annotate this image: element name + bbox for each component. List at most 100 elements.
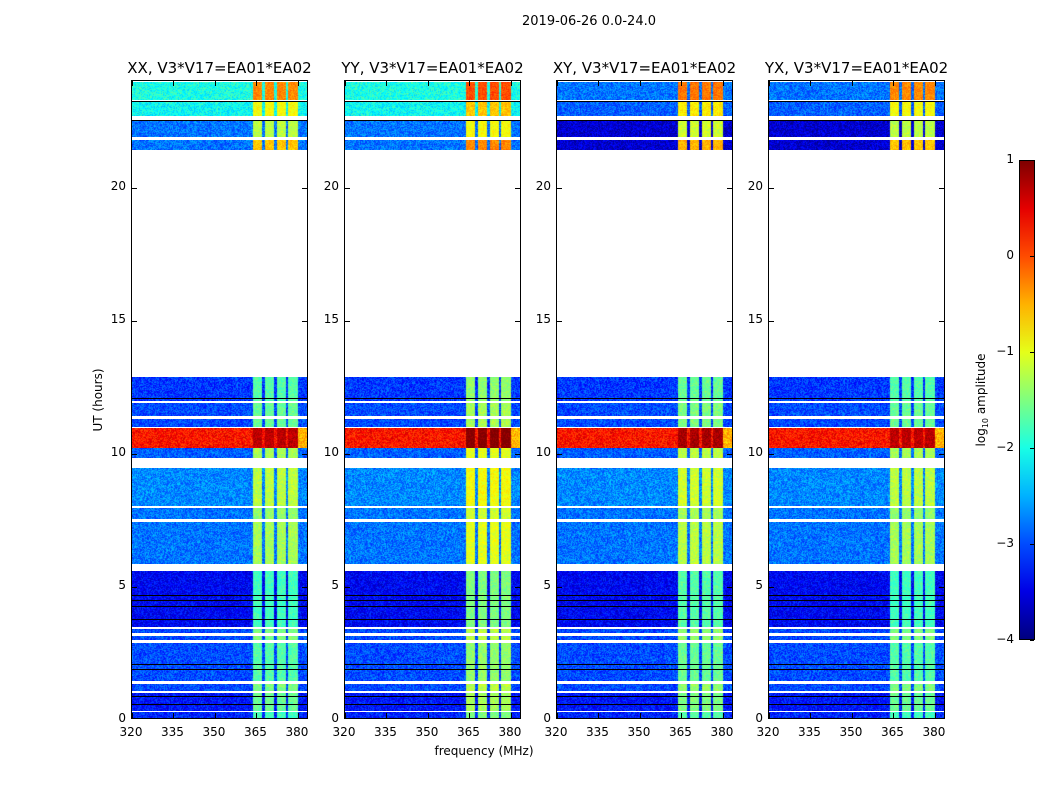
x-tick-label: 335	[161, 725, 184, 739]
x-tick	[297, 713, 299, 718]
flag-line	[132, 398, 307, 399]
y-tick-label: 10	[535, 444, 551, 459]
y-tick-label: 10	[323, 444, 339, 459]
colorbar-tick	[1030, 448, 1034, 449]
heatmap-band	[769, 82, 944, 100]
colorbar-tick-label: 0	[1006, 248, 1014, 262]
colorbar-tick-label: −1	[996, 344, 1014, 358]
flag-line	[132, 696, 307, 697]
figure-title: 2019-06-26 0.0-24.0	[522, 14, 656, 29]
x-tick-label: 365	[669, 725, 692, 739]
x-tick	[851, 81, 853, 86]
y-tick	[302, 586, 307, 588]
heatmap-band	[557, 419, 732, 427]
y-tick-label: 0	[331, 711, 339, 725]
y-tick	[345, 320, 350, 322]
y-tick-label: 5	[543, 577, 551, 592]
y-tick	[515, 586, 520, 588]
flag-line	[769, 595, 944, 596]
y-tick	[727, 586, 732, 588]
flag-line	[132, 704, 307, 705]
heatmap-band	[769, 102, 944, 116]
flag-line	[769, 398, 944, 399]
y-tick	[727, 320, 732, 322]
colorbar	[1019, 160, 1035, 640]
x-tick	[769, 81, 770, 86]
y-tick-label: 20	[535, 178, 551, 193]
x-tick-label: 335	[374, 725, 397, 739]
flag-line	[557, 619, 732, 620]
y-tick	[132, 187, 137, 189]
y-tick-label: 20	[323, 178, 339, 193]
heatmap-band	[132, 571, 307, 627]
x-tick	[598, 713, 600, 718]
heatmap-band	[132, 629, 307, 633]
x-tick	[256, 713, 258, 718]
flag-line	[557, 669, 732, 670]
heatmap-band	[345, 468, 520, 506]
heatmap-band	[345, 102, 520, 116]
y-tick	[132, 320, 137, 322]
y-tick	[302, 187, 307, 189]
colorbar-tick	[1030, 544, 1034, 545]
heatmap-band	[769, 419, 944, 427]
x-tick-label: 380	[922, 725, 946, 739]
heatmap-band	[769, 428, 944, 448]
flag-line	[769, 606, 944, 607]
flag-line	[132, 101, 307, 102]
heatmap-band	[557, 522, 732, 564]
colorbar-tick	[1030, 160, 1034, 161]
x-tick	[893, 713, 895, 718]
flag-line	[132, 664, 307, 665]
y-tick	[727, 187, 732, 189]
heatmap-band	[769, 643, 944, 681]
y-tick	[515, 320, 520, 322]
heatmap-band	[132, 102, 307, 116]
y-tick	[769, 187, 774, 189]
flag-line	[557, 704, 732, 705]
flag-line	[769, 619, 944, 620]
heatmap-band	[345, 377, 520, 401]
x-tick	[214, 81, 216, 86]
x-tick	[934, 713, 936, 718]
x-tick	[810, 81, 812, 86]
x-tick-label: 335	[586, 725, 609, 739]
heatmap-band	[769, 403, 944, 416]
x-tick	[681, 713, 683, 718]
x-tick	[722, 713, 724, 718]
heatmap-band	[769, 571, 944, 627]
x-tick	[639, 81, 641, 86]
heatmap-band	[557, 82, 732, 100]
heatmap-band	[557, 629, 732, 633]
y-tick-label: 10	[747, 444, 763, 459]
heatmap-band	[345, 571, 520, 627]
panel-title: XY, V3*V17=EA01*EA02	[552, 59, 737, 77]
flag-line	[345, 669, 520, 670]
colorbar-tick-label: −4	[996, 632, 1014, 646]
heatmap-band	[769, 140, 944, 150]
x-tick-label: 380	[285, 725, 309, 739]
flag-line	[345, 600, 520, 601]
heatmap-band	[557, 636, 732, 640]
x-tick-label: 365	[457, 725, 480, 739]
flag-line	[557, 664, 732, 665]
y-tick-label: 20	[110, 178, 126, 193]
x-tick	[469, 713, 471, 718]
heatmap-band	[557, 377, 732, 401]
heatmap-band	[132, 684, 307, 691]
y-tick-label: 5	[331, 577, 339, 592]
x-tick	[469, 81, 471, 86]
y-axis-label: UT (hours)	[91, 368, 105, 432]
flag-line	[557, 101, 732, 102]
heatmap-band	[769, 636, 944, 640]
heatmap-band	[132, 643, 307, 681]
x-tick-label: 365	[881, 725, 904, 739]
heatmap-band	[557, 121, 732, 137]
x-tick	[132, 81, 133, 86]
flag-line	[345, 664, 520, 665]
heatmap-band	[769, 629, 944, 633]
heatmap-band	[345, 712, 520, 718]
y-tick	[132, 586, 137, 588]
y-tick	[557, 586, 562, 588]
heatmap-band	[132, 636, 307, 640]
